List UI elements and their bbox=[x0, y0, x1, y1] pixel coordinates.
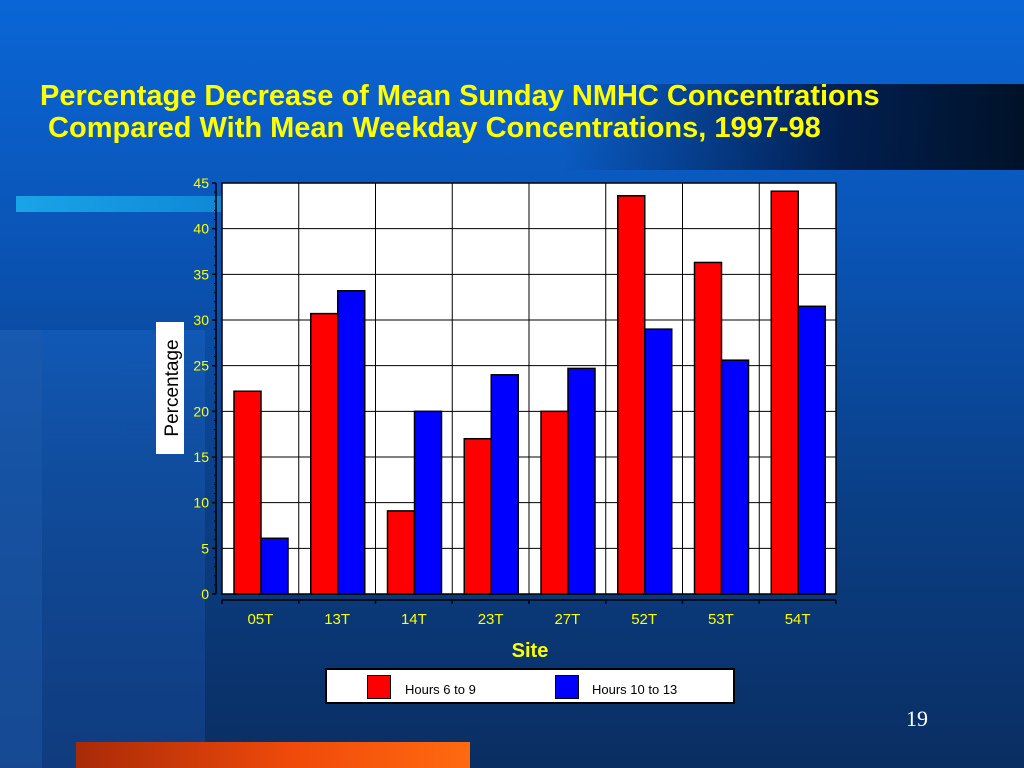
x-tick-label: 23T bbox=[478, 611, 504, 628]
legend: Hours 6 to 9 Hours 10 to 13 bbox=[325, 668, 735, 704]
y-tick-label: 20 bbox=[193, 403, 209, 419]
x-axis-label: Site bbox=[512, 640, 549, 662]
y-axis-label-box bbox=[156, 322, 184, 454]
bar-blue-27t bbox=[567, 367, 596, 595]
title-line-2: Compared With Mean Weekday Concentration… bbox=[40, 112, 821, 144]
bar-red-52t bbox=[617, 195, 646, 595]
bar-blue-23t bbox=[490, 374, 519, 595]
y-tick-label: 0 bbox=[201, 586, 209, 602]
y-tick-label: 15 bbox=[193, 449, 209, 465]
x-tick-label: 13T bbox=[324, 611, 350, 628]
bar-red-13t bbox=[310, 312, 339, 595]
x-tick-label: 52T bbox=[631, 611, 657, 628]
y-tick-label: 45 bbox=[193, 175, 209, 191]
bottom-accent-bar bbox=[76, 742, 470, 768]
x-tick-label: 53T bbox=[708, 611, 734, 628]
x-tick-label: 14T bbox=[401, 611, 427, 628]
bar-red-05t bbox=[233, 390, 262, 595]
x-tick-label: 27T bbox=[554, 611, 580, 628]
page-number: 19 bbox=[906, 706, 928, 731]
bar-red-54t bbox=[770, 190, 799, 595]
y-tick-label: 35 bbox=[193, 266, 209, 282]
bar-blue-53t bbox=[720, 359, 750, 595]
bars bbox=[233, 190, 826, 595]
y-axis: 0 5 10 15 20 25 30 35 40 45 bbox=[193, 175, 217, 602]
bar-blue-54t bbox=[797, 305, 826, 595]
slide-title: Percentage Decrease of Mean Sunday NMHC … bbox=[40, 80, 1020, 144]
bar-red-14t bbox=[386, 510, 416, 595]
bar-blue-14t bbox=[413, 410, 443, 595]
legend-label-red: Hours 6 to 9 bbox=[405, 682, 476, 697]
y-tick-label: 25 bbox=[193, 358, 209, 374]
bar-blue-05t bbox=[260, 537, 289, 595]
y-axis-label: Percentage bbox=[162, 339, 183, 436]
x-axis: 05T 13T 14T 23T 27T 52T 53T 54T bbox=[221, 599, 837, 628]
title-band bbox=[0, 84, 1024, 170]
legend-swatch-blue bbox=[555, 675, 579, 699]
y-tick-label: 40 bbox=[193, 221, 209, 237]
bar-blue-52t bbox=[644, 328, 673, 595]
y-tick-label: 5 bbox=[201, 540, 209, 556]
y-tick-label: 30 bbox=[193, 312, 209, 328]
bar-blue-13t bbox=[337, 290, 366, 595]
y-tick-label: 10 bbox=[193, 495, 209, 511]
legend-label-blue: Hours 10 to 13 bbox=[592, 682, 678, 697]
bar-red-23t bbox=[463, 437, 492, 595]
x-tick-label: 05T bbox=[247, 611, 273, 628]
x-tick-label: 54T bbox=[785, 611, 811, 628]
legend-swatch-red bbox=[367, 675, 391, 699]
y-axis-label-group: Percentage bbox=[156, 322, 184, 454]
bar-red-53t bbox=[693, 261, 723, 595]
title-line-1: Percentage Decrease of Mean Sunday NMHC … bbox=[40, 80, 880, 112]
background-strip bbox=[0, 330, 42, 768]
bar-red-27t bbox=[540, 410, 569, 595]
